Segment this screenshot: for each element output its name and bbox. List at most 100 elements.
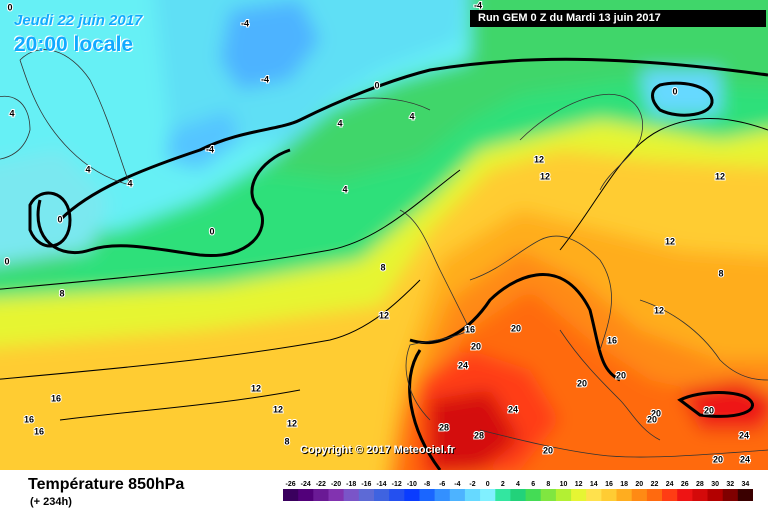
isotherm-label: -4 xyxy=(261,74,269,84)
legend-swatch xyxy=(480,489,496,501)
isotherm-label: 0 xyxy=(4,256,9,266)
isotherm-label: 4 xyxy=(127,178,132,188)
legend-swatch xyxy=(722,489,739,501)
legend-swatch xyxy=(495,489,511,501)
legend-swatch xyxy=(510,489,527,501)
legend-swatch xyxy=(464,489,481,501)
isotherm-label: 24 xyxy=(508,404,518,414)
legend-swatch xyxy=(586,489,602,501)
legend-swatch xyxy=(692,489,709,501)
legend-tick-label: 10 xyxy=(560,481,568,488)
legend-tick-label: 14 xyxy=(590,481,598,488)
legend-tick-label: -16 xyxy=(361,481,371,488)
legend-swatch xyxy=(419,489,436,501)
isotherm-label: 20 xyxy=(511,323,521,333)
isotherm-label: 28 xyxy=(474,430,484,440)
legend-tick-label: -26 xyxy=(286,481,296,488)
legend-swatch xyxy=(313,489,329,501)
legend-tick-label: 34 xyxy=(742,481,750,488)
isotherm-label: -4 xyxy=(206,144,214,154)
isotherm-label: 20 xyxy=(543,445,553,455)
legend-tick-label: -4 xyxy=(454,481,460,488)
isotherm-label: 0 xyxy=(7,2,12,12)
isotherm-label: 12 xyxy=(540,171,550,181)
legend-swatch xyxy=(449,489,466,501)
legend-tick-label: -24 xyxy=(301,481,311,488)
legend-tick-label: -18 xyxy=(346,481,356,488)
legend-tick-label: 18 xyxy=(620,481,628,488)
legend-tick-label: 24 xyxy=(666,481,674,488)
color-scale-legend: -26 -24 -22 -20 -18 -16 -14 -12 -10 -8 -6 -4 -2 0 2 4 6 8… xyxy=(283,481,753,501)
isotherm-label: 4 xyxy=(342,184,347,194)
isotherm-label: 16 xyxy=(24,414,34,424)
field-title: Température 850hPa xyxy=(28,476,185,493)
legend-swatch xyxy=(616,489,633,501)
legend-tick-label: 16 xyxy=(605,481,613,488)
isotherm-label: 8 xyxy=(718,268,723,278)
isotherm-label: 24 xyxy=(740,454,750,464)
isotherm-label: 0 xyxy=(57,214,62,224)
legend-swatch xyxy=(434,489,451,501)
legend-swatch xyxy=(374,489,390,501)
isotherm-label: 0 xyxy=(374,80,379,90)
legend-tick-label: 0 xyxy=(486,481,490,488)
isotherm-label: -4 xyxy=(241,18,249,28)
isotherm-label: 24 xyxy=(739,430,749,440)
isotherm-label: 20 xyxy=(651,408,661,418)
legend-tick-label: -8 xyxy=(424,481,430,488)
legend-swatch xyxy=(298,489,314,501)
legend-tick-label: 8 xyxy=(546,481,550,488)
isotherm-label: 0 xyxy=(209,226,214,236)
legend-tick-label: -22 xyxy=(316,481,326,488)
legend-tick-label: 28 xyxy=(696,481,704,488)
legend-swatch xyxy=(555,489,572,501)
legend-tick-label: 32 xyxy=(726,481,734,488)
isotherm-label: 12 xyxy=(273,404,283,414)
isotherm-label: 4 xyxy=(337,118,342,128)
legend-swatch xyxy=(677,489,693,501)
model-run-banner: Run GEM 0 Z du Mardi 13 juin 2017 xyxy=(470,10,766,27)
legend-tick-label: -12 xyxy=(392,481,402,488)
legend-swatch xyxy=(646,489,663,501)
isotherm-label: 20 xyxy=(704,405,714,415)
isotherm-label: 20 xyxy=(616,370,626,380)
isotherm-label: 8 xyxy=(59,288,64,298)
legend-tick-label: -6 xyxy=(439,481,445,488)
isotherm-label: 0 xyxy=(672,86,677,96)
legend-swatch xyxy=(404,489,420,501)
isotherm-label: 4 xyxy=(9,108,14,118)
legend-tick-label: 20 xyxy=(635,481,643,488)
legend-tick-label: 12 xyxy=(575,481,583,488)
isotherm-label: 20 xyxy=(577,378,587,388)
legend-tick-label: 30 xyxy=(711,481,719,488)
isotherm-label: 8 xyxy=(284,436,289,446)
legend-swatch xyxy=(283,489,299,501)
legend-tick-label: 4 xyxy=(516,481,520,488)
legend-swatch xyxy=(601,489,618,501)
legend-tick-label: -14 xyxy=(376,481,386,488)
legend-swatch xyxy=(328,489,345,501)
legend-swatch xyxy=(389,489,405,501)
map-footer: Température 850hPa (+ 234h) -26 -24 -22 -20… xyxy=(0,470,768,512)
legend-swatch xyxy=(525,489,542,501)
isotherm-label: 24 xyxy=(458,360,468,370)
isotherm-label: 16 xyxy=(51,393,61,403)
isotherm-label: 12 xyxy=(534,154,544,164)
legend-swatch xyxy=(737,489,753,501)
forecast-lead-time: (+ 234h) xyxy=(30,496,72,508)
isotherm-label: 16 xyxy=(465,324,475,334)
legend-swatch xyxy=(707,489,724,501)
legend-swatch xyxy=(631,489,648,501)
isotherm-label: 28 xyxy=(439,422,449,432)
isotherm-label: 8 xyxy=(380,262,385,272)
legend-swatch xyxy=(343,489,360,501)
isotherm-label: 12 xyxy=(287,418,297,428)
copyright-notice: Copyright © 2017 Meteociel.fr xyxy=(300,444,455,456)
legend-swatch xyxy=(662,489,678,501)
isotherm-label: 12 xyxy=(654,305,664,315)
legend-tick-label: 2 xyxy=(501,481,505,488)
legend-swatch xyxy=(540,489,557,501)
